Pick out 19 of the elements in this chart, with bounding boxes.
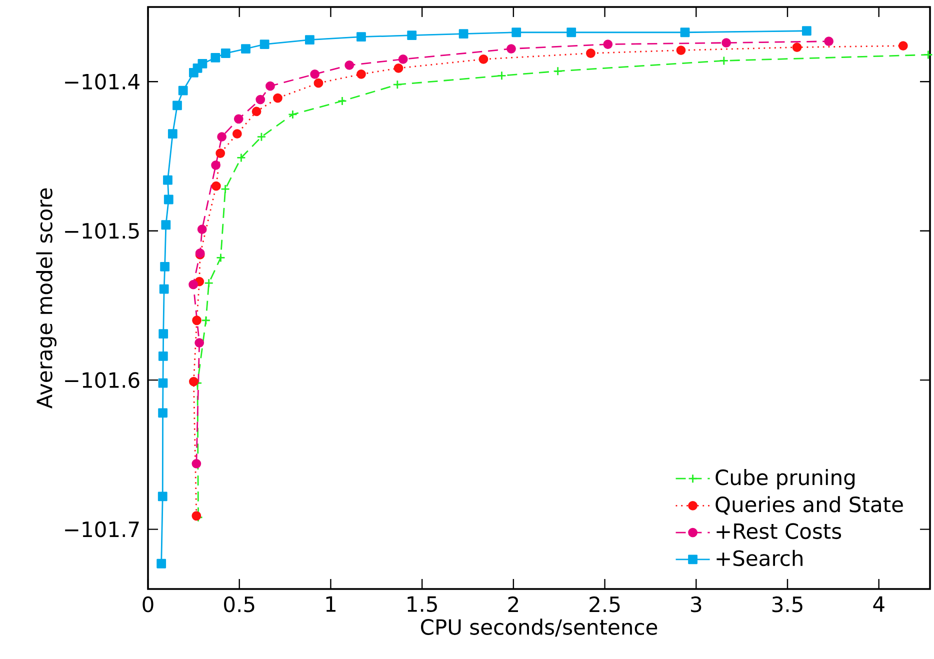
x-tick-label: 3	[691, 596, 702, 612]
x-tick-label: 0	[142, 596, 154, 612]
x-tick-label: 2.5	[590, 596, 620, 612]
y-tick-label: −101.6	[65, 372, 140, 388]
legend-label: +Rest Costs	[716, 523, 842, 540]
legend-label: +Search	[716, 550, 802, 566]
x-tick-label: 1	[326, 596, 336, 612]
x-tick-label: 3.5	[772, 596, 802, 612]
x-tick-label: 2	[508, 596, 518, 612]
legend-label: Queries and State	[716, 496, 903, 515]
y-tick-label: −101.7	[65, 521, 139, 538]
legend-label: Cube pruning	[716, 469, 855, 490]
x-tick-label: 0.5	[224, 596, 254, 612]
x-tick-label: 4	[873, 596, 884, 612]
y-tick-label: −101.4	[65, 74, 140, 90]
x-tick-label: 1.5	[408, 596, 437, 612]
x-axis-title: CPU seconds/sentence	[421, 618, 658, 637]
y-tick-label: −101.5	[65, 222, 139, 239]
y-axis-title: Average model score	[36, 188, 56, 409]
